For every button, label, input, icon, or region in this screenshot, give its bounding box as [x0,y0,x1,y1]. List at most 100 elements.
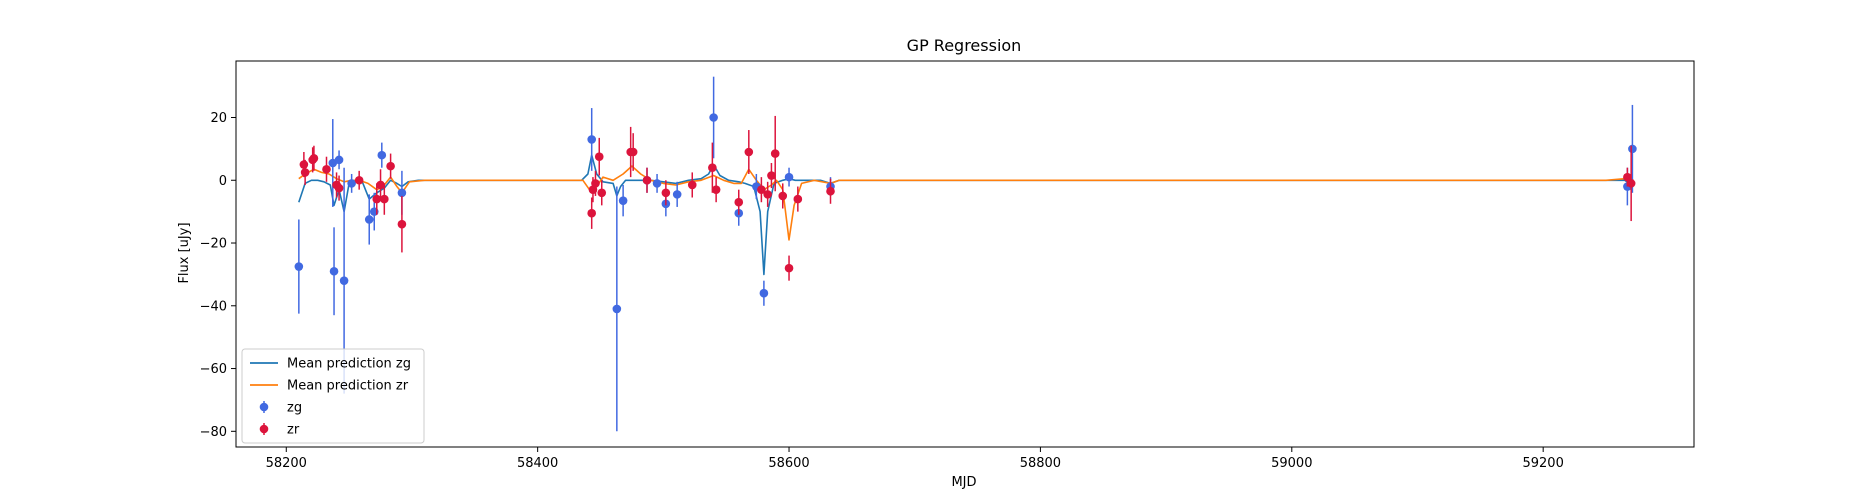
data-point-zg [377,142,387,168]
data-point-zr [826,178,835,204]
point-marker [708,163,717,172]
data-point-zr [334,175,344,201]
data-point-zr [386,153,395,179]
point-marker [763,190,772,199]
data-point-zr [661,180,671,206]
legend-entry: Mean prediction zr [250,379,409,394]
point-marker [309,153,319,163]
data-points [294,76,1637,432]
data-point-zr [594,137,604,176]
axis-ticks: 58200 58400 58600 58800 59000 59200 −80 −60 −40 −… [200,111,1564,471]
data-point-zr [757,177,766,203]
data-point-zr [322,156,331,182]
data-point-zg [364,194,374,245]
data-point-zr [300,159,310,185]
data-point-zr [770,115,780,192]
legend-label: zg [287,401,302,416]
y-tick-label: −60 [200,362,227,377]
point-marker [784,172,794,182]
legend-box [241,348,425,444]
data-point-zg [294,219,304,314]
x-tick-label: 59000 [1271,456,1312,471]
data-point-zg [347,173,356,193]
point-marker [364,215,374,224]
point-marker [612,304,622,314]
data-point-zr [778,183,788,209]
data-point-zr [628,133,638,171]
chart-title: GP Regression [907,36,1022,55]
point-marker [591,179,600,188]
data-point-zg [618,184,628,217]
x-axis-label: MJD [951,475,976,490]
point-marker [322,164,331,174]
point-marker [376,180,385,190]
data-point-zr [587,197,597,229]
point-marker [1628,144,1637,154]
data-point-zr [744,130,754,174]
point-marker [734,197,744,207]
data-point-zr [767,162,776,189]
point-marker [372,194,382,204]
point-marker [793,194,803,204]
point-marker [386,161,395,171]
y-tick-label: 20 [210,111,227,126]
y-tick-label: 0 [219,174,227,189]
data-point-zg [652,173,662,193]
point-marker [709,113,718,122]
data-point-zr [354,170,364,190]
data-point-zg [672,181,682,207]
point-marker [587,208,597,218]
x-tick-label: 58400 [517,456,558,471]
point-marker [711,185,721,194]
point-marker [339,276,349,285]
point-marker [334,155,344,165]
point-marker [294,262,304,271]
data-point-zr [734,189,744,215]
point-marker [594,152,604,162]
data-point-zr [708,142,717,193]
point-marker [380,194,389,204]
x-tick-label: 58200 [266,456,307,471]
point-marker [1623,172,1632,182]
data-point-zg [759,280,769,306]
point-marker [784,263,794,273]
data-point-zg [1628,104,1637,193]
point-marker [397,219,407,229]
legend-label: Mean prediction zr [287,379,409,394]
data-point-zr [793,186,803,212]
x-tick-label: 58600 [768,456,809,471]
y-tick-label: −20 [200,237,227,252]
point-marker [377,150,387,160]
data-point-zg [334,150,344,170]
point-marker [672,190,682,199]
data-point-zg [587,108,597,171]
point-marker [661,188,671,198]
data-point-zr [591,170,600,196]
y-tick-label: −80 [200,425,227,440]
point-marker [767,171,776,180]
data-point-zr [376,169,385,201]
data-point-zr [711,177,721,203]
point-marker [642,175,652,185]
data-point-zr [763,181,772,207]
point-marker [770,149,780,158]
point-marker [628,147,638,157]
point-marker [757,185,766,194]
point-marker [299,160,309,169]
data-point-zr [397,195,407,253]
point-marker [347,179,356,188]
data-point-zr [1626,145,1636,222]
point-marker [826,186,835,196]
point-marker [300,168,310,177]
data-point-zg [784,167,794,187]
data-point-zr [597,180,607,206]
legend-entry: zg [259,401,302,416]
data-point-zr [380,183,389,215]
data-point-zr [784,255,794,281]
legend-entry: zr [259,423,300,438]
point-marker [687,180,697,190]
point-marker [744,147,754,157]
legend-label: Mean prediction zg [287,357,411,372]
plot-frame [235,60,1695,448]
